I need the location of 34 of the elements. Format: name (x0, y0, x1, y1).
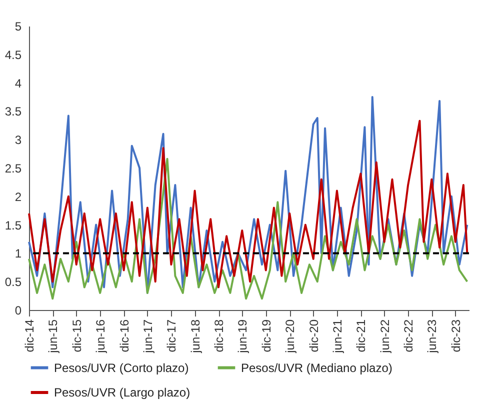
y-tick-label: 0 (14, 304, 22, 318)
y-tick-label: 5 (14, 20, 22, 34)
x-tick-label: dic-23 (448, 319, 463, 352)
y-tick-label: 2.5 (4, 162, 22, 176)
x-tick-label: jun-19 (236, 319, 250, 354)
x-tick-label: dic-20 (306, 319, 321, 352)
x-tick-label: jun-21 (330, 319, 344, 354)
y-tick-label: 0.5 (4, 275, 22, 290)
legend-label: Pesos/UVR (Corto plazo) (54, 360, 189, 375)
legend-label: Pesos/UVR (Largo plazo) (54, 386, 190, 400)
x-tick-label: jun-22 (378, 319, 392, 354)
x-tick-label: dic-16 (117, 319, 132, 352)
x-tick-label: dic-22 (402, 319, 416, 352)
y-tick-label: 1 (14, 246, 22, 261)
y-tick-label: 3 (14, 133, 22, 148)
y-tick-label: 1.5 (4, 218, 22, 232)
x-tick-label: dic-19 (259, 319, 274, 352)
y-tick-label: 2 (14, 190, 22, 204)
x-tick-label: jun-18 (188, 319, 202, 354)
y-tick-label: 4.5 (4, 48, 22, 62)
x-tick-label: jun-15 (46, 319, 60, 354)
x-tick-label: jun-23 (425, 319, 440, 354)
y-tick-label: 3.5 (4, 104, 22, 119)
x-tick-label: dic-21 (354, 319, 368, 352)
x-tick-label: jun-20 (283, 319, 298, 354)
x-tick-label: dic-18 (212, 319, 226, 352)
x-tick-label: jun-16 (94, 319, 108, 354)
line-series (28, 158, 468, 300)
x-tick-label: dic-17 (164, 319, 179, 352)
legend-label: Pesos/UVR (Mediano plazo) (241, 360, 392, 375)
x-tick-label: dic-14 (22, 319, 36, 352)
x-tick-label: jun-17 (140, 319, 155, 354)
y-tick-label: 4 (14, 76, 22, 90)
x-tick-label: dic-15 (70, 319, 84, 352)
